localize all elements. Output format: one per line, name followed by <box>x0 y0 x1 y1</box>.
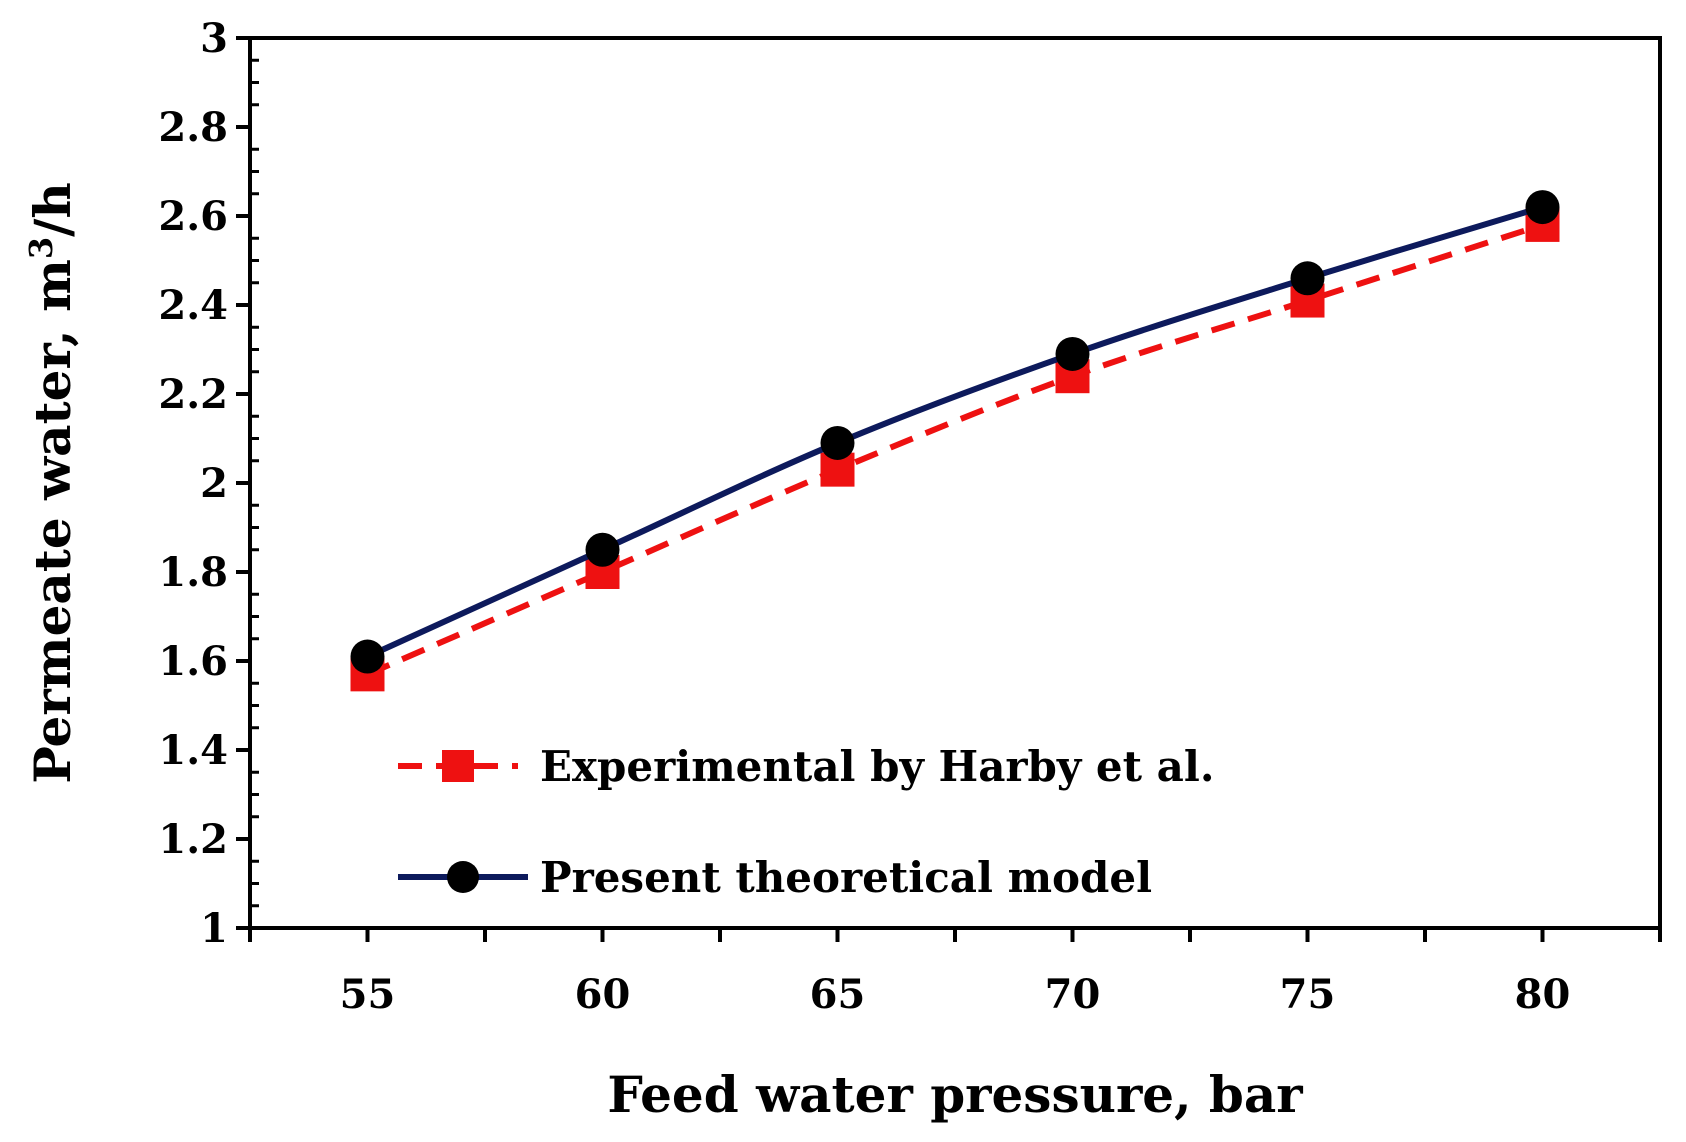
y-tick-label: 3 <box>200 15 228 62</box>
x-tick-label: 80 <box>1515 971 1571 1018</box>
data-point-theoretical <box>820 425 855 460</box>
x-tick-label: 75 <box>1280 971 1336 1018</box>
y-axis-title-main: Permeate water, m <box>23 259 82 784</box>
y-tick-label: 2.2 <box>158 371 228 418</box>
legend: Experimental by Harby et al. Present the… <box>398 742 1214 902</box>
legend-entry-theoretical: Present theoretical model <box>398 853 1152 902</box>
x-axis-ticks: 55 60 65 70 75 80 <box>248 928 1662 1018</box>
series-line-experimental <box>366 222 1544 678</box>
x-tick-label: 55 <box>340 971 396 1018</box>
y-axis-title: Permeate water, m3/h <box>22 182 82 784</box>
y-axis-ticks: 1 1.2 1.4 1.6 1.8 2 2.2 2.4 2.6 2.8 3 <box>158 15 259 952</box>
x-axis-title: Feed water pressure, bar <box>607 1065 1303 1124</box>
data-point-theoretical <box>1290 261 1325 296</box>
series-line-theoretical <box>366 204 1544 660</box>
data-point-theoretical <box>585 532 620 567</box>
legend-label-theoretical: Present theoretical model <box>540 853 1152 902</box>
series-layer <box>350 190 1560 692</box>
legend-marker-square <box>442 750 474 782</box>
y-tick-label: 1.4 <box>158 727 228 774</box>
y-axis-title-tail: /h <box>23 182 82 237</box>
legend-label-experimental: Experimental by Harby et al. <box>540 742 1214 791</box>
y-tick-label: 2.8 <box>158 104 228 151</box>
data-point-theoretical <box>350 639 385 674</box>
data-point-theoretical <box>1525 190 1560 225</box>
x-tick-label: 60 <box>575 971 631 1018</box>
y-tick-label: 2.4 <box>158 282 228 329</box>
y-axis-title-sup: 3 <box>22 237 60 259</box>
x-tick-label: 70 <box>1045 971 1101 1018</box>
y-tick-label: 1.6 <box>158 638 228 685</box>
y-tick-label: 1.2 <box>158 816 228 863</box>
y-tick-label: 1 <box>200 905 228 952</box>
y-tick-label: 2.6 <box>158 193 228 240</box>
legend-entry-experimental: Experimental by Harby et al. <box>398 742 1214 791</box>
legend-marker-circle <box>447 861 479 893</box>
x-tick-label: 65 <box>810 971 866 1018</box>
y-tick-label: 1.8 <box>158 549 228 596</box>
y-tick-label: 2 <box>200 460 228 507</box>
plot-area <box>248 36 1662 930</box>
data-point-theoretical <box>1055 336 1090 371</box>
